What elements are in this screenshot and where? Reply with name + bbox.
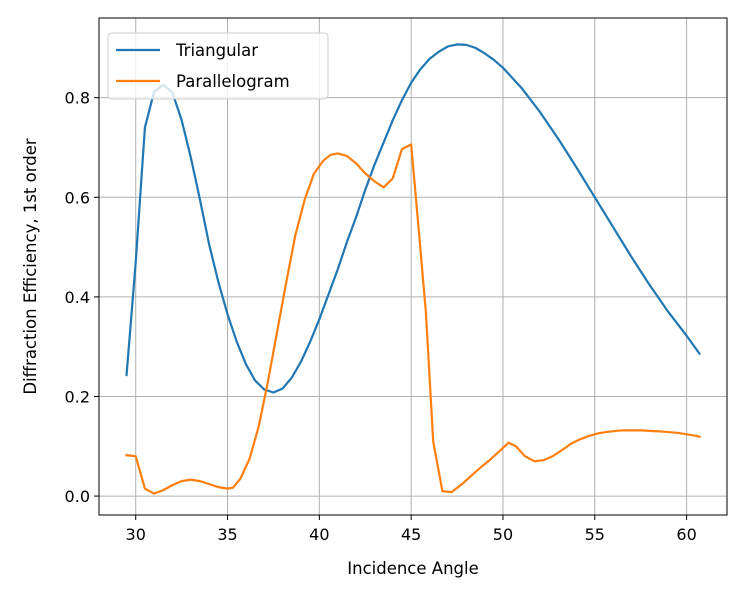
x-tick-label: 45 xyxy=(401,525,421,544)
y-tick-label: 0.6 xyxy=(65,188,90,207)
legend-label-parallelogram: Parallelogram xyxy=(176,72,290,91)
x-tick-label: 35 xyxy=(217,525,237,544)
x-axis: 30 35 40 45 50 55 60 xyxy=(126,515,697,544)
plot-area xyxy=(99,18,727,515)
x-tick-label: 30 xyxy=(126,525,146,544)
x-tick-label: 50 xyxy=(493,525,513,544)
legend-label-triangular: Triangular xyxy=(175,41,258,60)
y-tick-label: 0.2 xyxy=(65,387,90,406)
x-axis-label: Incidence Angle xyxy=(347,559,478,578)
x-tick-label: 40 xyxy=(309,525,329,544)
y-axis: 0.0 0.2 0.4 0.6 0.8 xyxy=(65,89,99,506)
series-group xyxy=(125,43,701,495)
legend-box xyxy=(107,32,329,100)
y-axis-label: Diffraction Efficiency, 1st order xyxy=(21,138,40,394)
grid xyxy=(99,18,727,515)
series-line-triangular xyxy=(125,43,701,394)
x-tick-label: 60 xyxy=(676,525,696,544)
series-line-parallelogram xyxy=(125,143,701,495)
plot-frame xyxy=(98,17,728,516)
y-tick-label: 0.0 xyxy=(65,487,90,506)
y-tick-label: 0.8 xyxy=(65,89,90,108)
x-tick-label: 55 xyxy=(585,525,605,544)
legend: Triangular Parallelogram xyxy=(107,32,329,100)
y-tick-label: 0.4 xyxy=(65,288,90,307)
